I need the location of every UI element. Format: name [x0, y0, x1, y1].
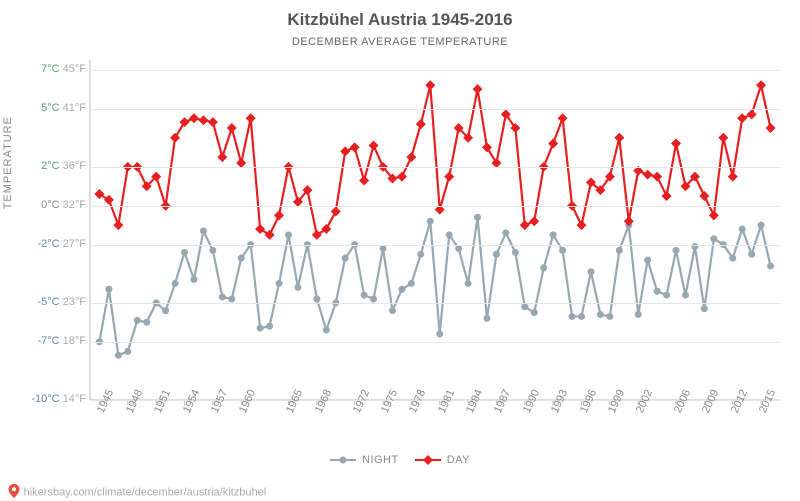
grid-line [90, 70, 780, 71]
grid-line [90, 167, 780, 168]
grid-line [90, 245, 780, 246]
legend-item: DAY [415, 454, 470, 466]
y-tick-label: 5°C 41°F [26, 102, 86, 114]
legend-marker [415, 454, 441, 466]
grid-line [90, 342, 780, 343]
climate-chart: Kitzbühel Austria 1945-2016 DECEMBER AVE… [0, 0, 800, 500]
pin-icon [8, 486, 24, 501]
legend-item: NIGHT [330, 454, 399, 466]
y-axis-label: TEMPERATURE [2, 116, 14, 209]
y-tick-label: 0°C 32°F [26, 199, 86, 211]
legend: NIGHT DAY [0, 454, 800, 466]
y-tick-label: -7°C 18°F [26, 335, 86, 347]
y-tick-label: -2°C 27°F [26, 238, 86, 250]
legend-marker [330, 454, 356, 466]
y-tick-label: -5°C 23°F [26, 296, 86, 308]
source-attribution: hikersbay.com/climate/december/austria/k… [8, 484, 266, 501]
chart-subtitle: DECEMBER AVERAGE TEMPERATURE [0, 36, 800, 48]
y-tick-label: -10°C 14°F [26, 393, 86, 405]
plot-area [90, 60, 780, 400]
grid-line [90, 109, 780, 110]
grid-line [90, 206, 780, 207]
grid-line [90, 303, 780, 304]
legend-label: DAY [447, 454, 470, 466]
plot-svg [90, 60, 780, 400]
y-tick-label: 7°C 45°F [26, 63, 86, 75]
chart-title: Kitzbühel Austria 1945-2016 [0, 10, 800, 30]
y-tick-label: 2°C 36°F [26, 160, 86, 172]
legend-label: NIGHT [362, 454, 399, 466]
source-url-text: hikersbay.com/climate/december/austria/k… [24, 486, 267, 498]
